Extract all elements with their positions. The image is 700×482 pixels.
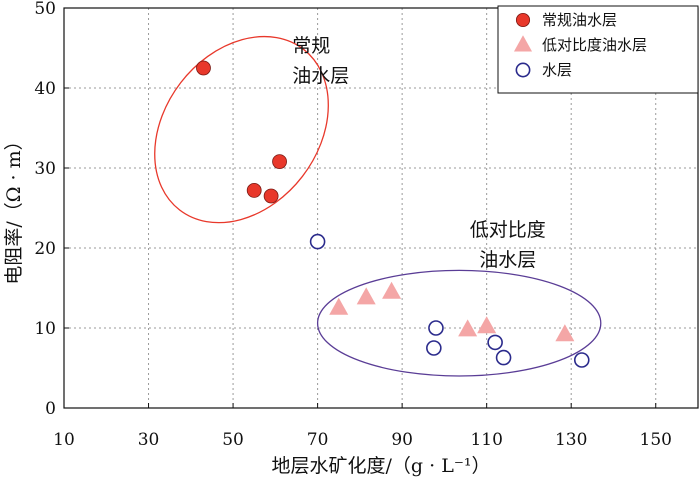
legend-marker <box>513 35 533 52</box>
data-point-series-0 <box>246 182 262 198</box>
data-point-series-0 <box>272 154 287 170</box>
y-tick-label: 30 <box>34 159 56 179</box>
data-point-series-0 <box>263 188 279 204</box>
legend-box <box>497 5 699 94</box>
annotation-label: 低对比度 <box>470 219 546 241</box>
data-point-series-1 <box>356 287 376 305</box>
plot-border <box>63 7 699 409</box>
data-point-series-2 <box>309 233 326 250</box>
data-points <box>196 60 590 368</box>
plot-frame <box>63 7 699 409</box>
x-tick-label: 70 <box>307 430 329 450</box>
legend-label: 低对比度油水层 <box>542 36 647 54</box>
x-tick-label: 30 <box>138 430 160 450</box>
x-tick-label: 90 <box>391 430 413 450</box>
x-tick-label: 130 <box>555 430 587 450</box>
x-tick-label: 10 <box>53 430 75 450</box>
data-point-series-1 <box>329 297 349 315</box>
legend-label: 水层 <box>542 61 572 79</box>
y-tick-label: 20 <box>34 239 56 259</box>
group-ellipse <box>316 269 602 377</box>
x-tick-label: 50 <box>222 430 244 450</box>
legend-label: 常规油水层 <box>542 11 617 29</box>
y-axis-title: 电阻率/（Ω · m） <box>3 131 25 284</box>
annotation-label: 油水层 <box>479 249 536 271</box>
x-tick-label: 150 <box>640 430 672 450</box>
data-point-series-2 <box>487 334 503 351</box>
data-point-series-1 <box>477 316 497 334</box>
y-tick-label: 40 <box>34 79 56 99</box>
y-tick-label: 0 <box>45 399 56 419</box>
y-tick-label: 50 <box>34 0 56 19</box>
annotation-label: 常规 <box>292 35 330 57</box>
y-tick-label: 10 <box>34 319 56 339</box>
legend-marker <box>515 62 531 78</box>
x-axis-title: 地层水矿化度/（g · L⁻¹） <box>272 455 491 477</box>
group-ellipse <box>154 35 329 224</box>
group-ellipses <box>154 35 602 377</box>
annotation-label: 油水层 <box>292 65 349 87</box>
data-point-series-2 <box>573 352 590 368</box>
x-tick-label: 110 <box>470 430 502 450</box>
data-point-series-2 <box>495 349 512 366</box>
data-point-series-2 <box>426 340 442 356</box>
data-point-series-1 <box>555 324 575 342</box>
data-point-series-2 <box>428 320 444 336</box>
tick-labels: 10 30 50 70 90 110 130 150 0 10 20 30 40 50 <box>34 0 672 450</box>
legend-marker <box>515 12 531 28</box>
data-point-series-1 <box>382 281 402 299</box>
data-point-series-0 <box>196 60 211 76</box>
data-point-series-1 <box>458 319 478 337</box>
